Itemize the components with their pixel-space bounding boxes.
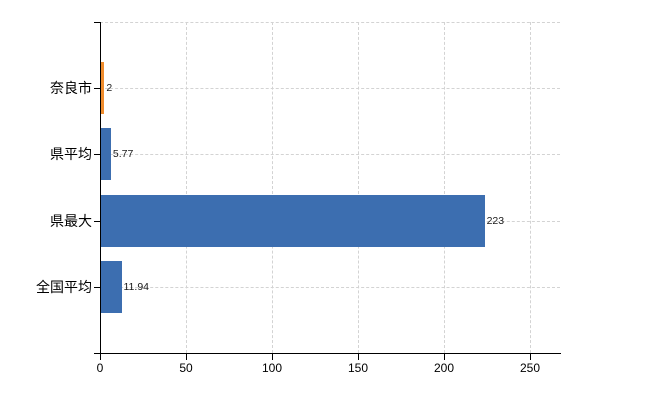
bar-value-label: 2 (106, 82, 113, 94)
gridline-horizontal (100, 154, 560, 155)
gridline-vertical (272, 22, 273, 353)
y-axis (100, 22, 101, 359)
bar (101, 195, 485, 247)
x-tick (444, 354, 445, 360)
gridline-vertical (530, 22, 531, 353)
gridline-horizontal (100, 88, 560, 89)
x-tick-label: 50 (179, 361, 193, 375)
x-tick (186, 354, 187, 360)
category-label: 県最大 (50, 213, 92, 229)
x-tick-label: 0 (96, 361, 104, 375)
bar (101, 261, 122, 313)
bar (101, 62, 105, 114)
category-tick (94, 88, 100, 89)
gridline-horizontal (100, 287, 560, 288)
x-tick (358, 354, 359, 360)
category-tick (94, 287, 100, 288)
bar-value-label: 11.94 (123, 281, 150, 293)
category-label: 奈良市 (50, 80, 92, 96)
gridline-horizontal (100, 22, 560, 23)
gridline-vertical (444, 22, 445, 353)
x-tick-label: 100 (261, 361, 283, 375)
category-label: 全国平均 (36, 279, 92, 295)
bar-value-label: 223 (486, 215, 505, 227)
x-tick-label: 150 (347, 361, 369, 375)
bar-value-label: 5.77 (112, 148, 134, 160)
category-tick (94, 221, 100, 222)
x-tick (530, 354, 531, 360)
bar (101, 128, 111, 180)
x-tick (100, 354, 101, 360)
x-tick-label: 200 (433, 361, 455, 375)
x-axis (94, 353, 561, 354)
x-tick-label: 250 (519, 361, 541, 375)
x-tick (272, 354, 273, 360)
gridline-vertical (358, 22, 359, 353)
category-tick (94, 154, 100, 155)
category-label: 県平均 (50, 146, 92, 162)
y-axis-end-tick (94, 22, 100, 23)
gridline-vertical (186, 22, 187, 353)
